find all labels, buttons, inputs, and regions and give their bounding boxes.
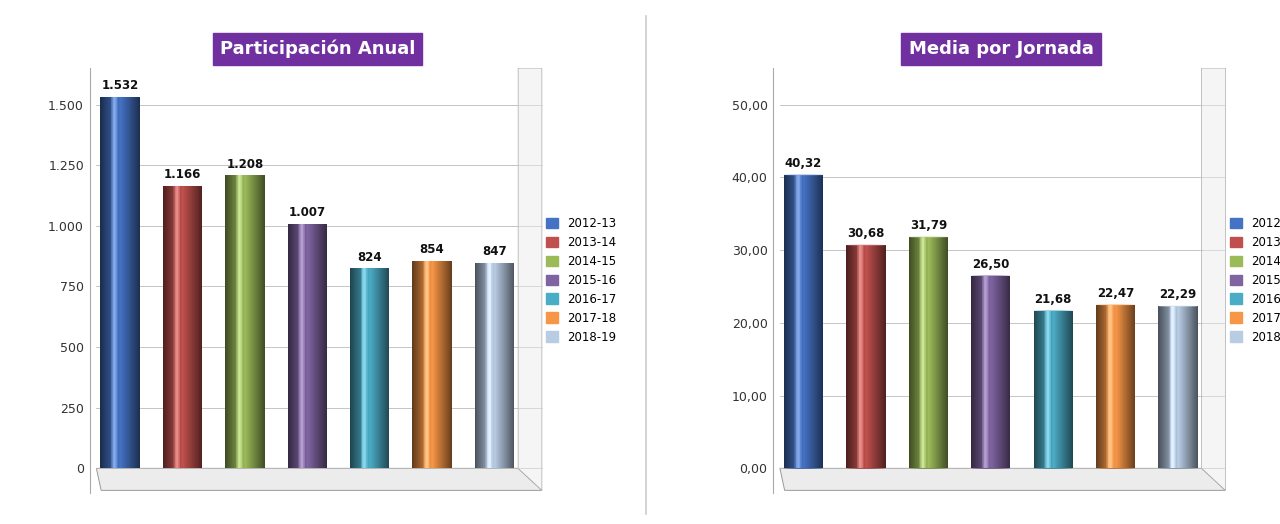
Text: 26,50: 26,50 (972, 258, 1010, 271)
Ellipse shape (1033, 310, 1073, 311)
Ellipse shape (1096, 468, 1135, 469)
Text: 1.166: 1.166 (164, 168, 201, 181)
Ellipse shape (1158, 468, 1198, 469)
Ellipse shape (972, 468, 1010, 469)
Text: 1.208: 1.208 (227, 158, 264, 170)
Ellipse shape (783, 174, 823, 176)
Polygon shape (518, 68, 541, 490)
Text: 1.007: 1.007 (289, 206, 326, 219)
Legend: 2012-13, 2013-14, 2014-15, 2015-16, 2016-17, 2017-18, 2018-19: 2012-13, 2013-14, 2014-15, 2015-16, 2016… (1225, 212, 1280, 348)
Title: Participación Anual: Participación Anual (220, 40, 415, 58)
Ellipse shape (909, 468, 948, 469)
Text: 40,32: 40,32 (785, 157, 822, 170)
Text: 847: 847 (483, 245, 507, 258)
Title: Media por Jornada: Media por Jornada (909, 40, 1093, 58)
Text: 22,47: 22,47 (1097, 287, 1134, 300)
Ellipse shape (972, 275, 1010, 276)
Ellipse shape (1096, 304, 1135, 305)
Text: 824: 824 (357, 250, 381, 264)
Ellipse shape (1033, 468, 1073, 469)
Text: 854: 854 (420, 243, 444, 256)
Text: 21,68: 21,68 (1034, 293, 1071, 306)
Ellipse shape (783, 468, 823, 469)
Text: 30,68: 30,68 (847, 227, 884, 241)
Text: 1.532: 1.532 (101, 79, 138, 92)
Ellipse shape (1158, 306, 1198, 307)
Text: 22,29: 22,29 (1160, 288, 1197, 301)
Legend: 2012-13, 2013-14, 2014-15, 2015-16, 2016-17, 2017-18, 2018-19: 2012-13, 2013-14, 2014-15, 2015-16, 2016… (541, 212, 621, 348)
Ellipse shape (846, 468, 886, 469)
Text: 31,79: 31,79 (910, 219, 947, 232)
Polygon shape (1202, 68, 1225, 490)
Polygon shape (96, 468, 541, 490)
Polygon shape (780, 468, 1225, 490)
